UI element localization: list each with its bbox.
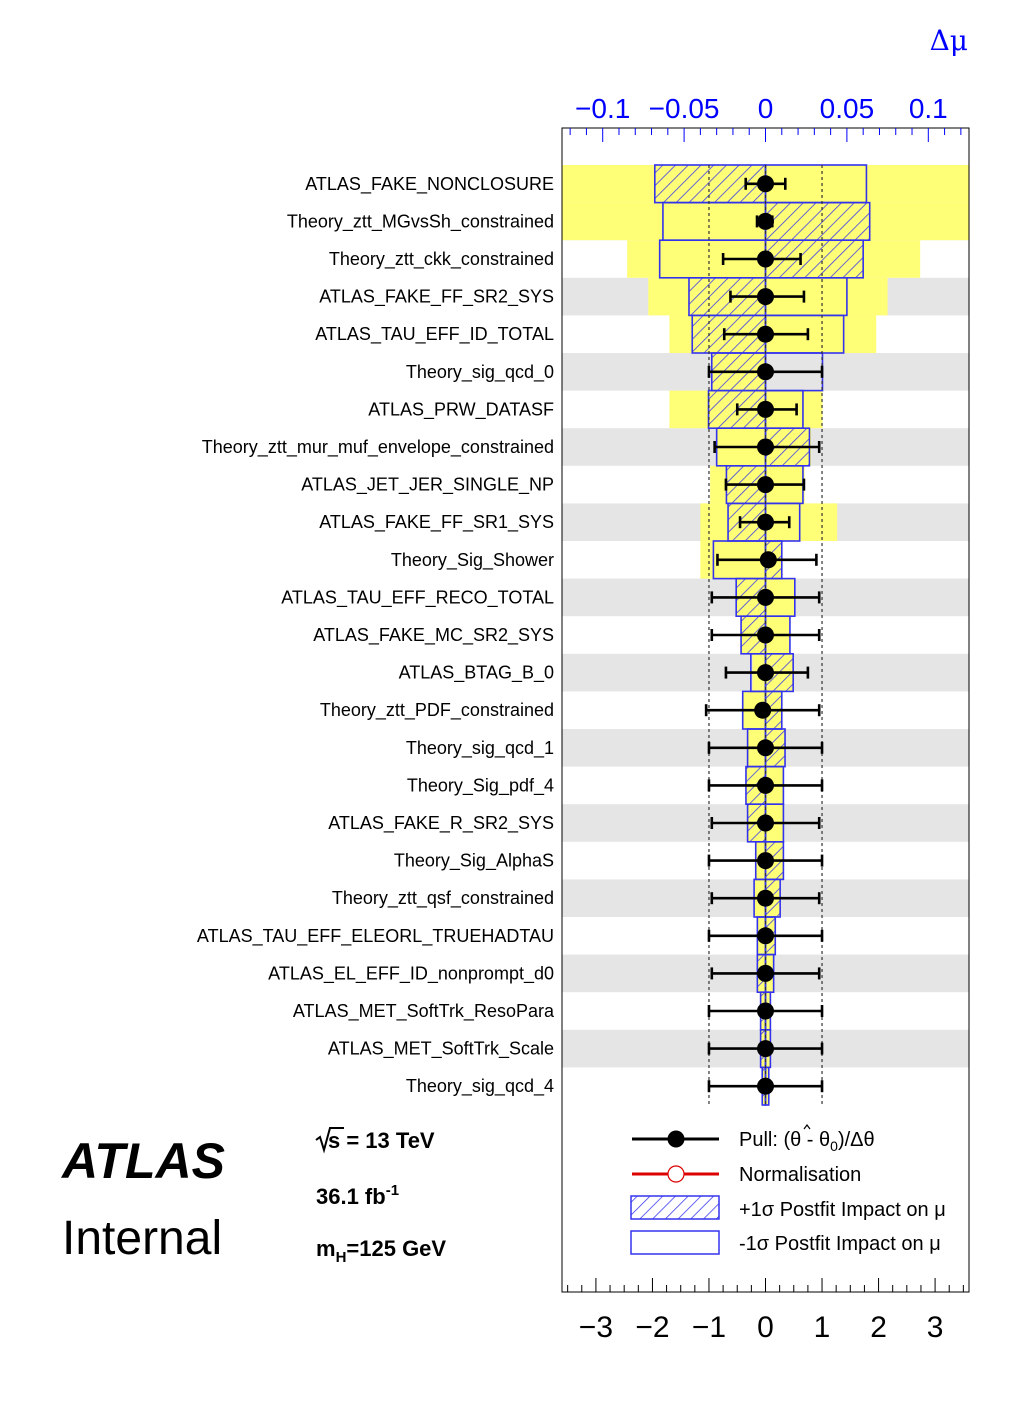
parameter-label: ATLAS_MET_SoftTrk_Scale xyxy=(328,1039,554,1060)
legend-plus-entry: +1σ Postfit Impact on μ xyxy=(630,1195,946,1221)
parameter-label: Theory_ztt_MGvsSh_constrained xyxy=(287,211,554,232)
pull-marker xyxy=(757,363,774,381)
bottom-axis-tick-label: 1 xyxy=(814,1311,831,1344)
parameter-label: Theory_ztt_ckk_constrained xyxy=(329,249,554,270)
bottom-axis-tick-label: −3 xyxy=(579,1311,613,1344)
top-axis-tick-label: 0.1 xyxy=(909,93,948,124)
lumi-label: 36.1 fb-1 xyxy=(316,1182,399,1209)
pull-marker xyxy=(757,739,774,757)
bottom-axis-tick-label: 2 xyxy=(870,1311,887,1344)
pull-marker xyxy=(757,626,774,644)
top-axis: −0.1 −0.05 0 0.05 0.1 xyxy=(569,93,962,142)
energy-label: s = 13 TeV xyxy=(315,1127,435,1154)
pull-marker xyxy=(757,400,774,418)
parameter-label: ATLAS_FAKE_MC_SR2_SYS xyxy=(313,625,554,646)
legend-minus-text: -1σ Postfit Impact on μ xyxy=(739,1233,941,1255)
parameter-label: Theory_Sig_AlphaS xyxy=(394,851,554,872)
parameter-label: Theory_sig_qcd_0 xyxy=(406,362,554,383)
top-axis-tick-label: −0.1 xyxy=(575,93,630,124)
pull-marker xyxy=(757,250,774,268)
legend-norm-entry: Normalisation xyxy=(632,1164,861,1186)
top-axis-title: Δμ xyxy=(930,24,968,57)
parameter-label: ATLAS_MET_SoftTrk_ResoPara xyxy=(293,1001,555,1022)
legend-plus-text: +1σ Postfit Impact on μ xyxy=(739,1199,946,1221)
legend-pull-entry: Pull: (θ - θ0)/Δθ xyxy=(632,1124,875,1154)
parameter-labels: ATLAS_FAKE_NONCLOSURE Theory_ztt_MGvsSh_c… xyxy=(197,174,555,1097)
parameter-label: ATLAS_TAU_EFF_RECO_TOTAL xyxy=(281,587,554,608)
pull-marker xyxy=(757,927,774,945)
bottom-axis-tick-label: −1 xyxy=(692,1311,726,1344)
parameter-label: ATLAS_FAKE_NONCLOSURE xyxy=(305,174,554,195)
parameter-label: Theory_sig_qcd_4 xyxy=(406,1076,554,1097)
pull-marker xyxy=(757,889,774,907)
mass-label: mH=125 GeV xyxy=(316,1236,446,1266)
pull-marker xyxy=(757,513,774,531)
internal-label: Internal xyxy=(62,1212,222,1265)
parameter-label: Theory_sig_qcd_1 xyxy=(406,738,554,759)
parameter-label: Theory_ztt_mur_muf_envelope_constrained xyxy=(202,437,554,458)
atlas-label: ATLAS xyxy=(60,1133,225,1189)
pull-marker xyxy=(757,664,774,682)
pull-marker xyxy=(757,476,774,494)
pull-marker xyxy=(757,438,774,456)
pull-marker xyxy=(759,551,777,569)
pull-marker xyxy=(757,852,774,870)
bottom-axis-tick-label: −2 xyxy=(635,1311,669,1344)
pull-marker xyxy=(757,588,774,606)
parameter-label: Theory_Sig_pdf_4 xyxy=(407,775,554,796)
pull-marker xyxy=(757,1077,774,1095)
legend: Pull: (θ - θ0)/Δθ Normalisation +1σ Post… xyxy=(630,1124,946,1255)
parameter-label: ATLAS_FAKE_FF_SR1_SYS xyxy=(319,512,554,533)
top-axis-tick-label: 0 xyxy=(758,93,774,124)
bottom-axis: −3 −2 −1 0 1 2 3 xyxy=(567,1278,964,1344)
pull-marker xyxy=(754,701,772,719)
parameter-label: ATLAS_BTAG_B_0 xyxy=(399,663,554,684)
legend-minus-entry: -1σ Postfit Impact on μ xyxy=(630,1230,941,1255)
parameter-label: ATLAS_FAKE_R_SR2_SYS xyxy=(328,813,554,834)
pull-marker xyxy=(757,776,774,794)
top-axis-tick-label: −0.05 xyxy=(649,93,720,124)
parameter-label: ATLAS_EL_EFF_ID_nonprompt_d0 xyxy=(268,963,554,984)
legend-pull-text: Pull: (θ - θ0)/Δθ xyxy=(739,1129,875,1154)
pull-marker xyxy=(757,1002,774,1020)
theta-hat-accent xyxy=(803,1124,811,1130)
top-axis-tick-label: 0.05 xyxy=(820,93,875,124)
bottom-axis-tick-label: 0 xyxy=(757,1311,774,1344)
sqrt-sign xyxy=(315,1127,344,1154)
pull-markers xyxy=(704,175,824,1095)
pull-marker xyxy=(757,814,774,832)
legend-norm-text: Normalisation xyxy=(739,1164,861,1186)
pull-marker xyxy=(757,964,774,982)
pull-marker xyxy=(757,325,774,343)
parameter-label: ATLAS_FAKE_FF_SR2_SYS xyxy=(319,287,554,308)
pull-marker xyxy=(757,288,774,306)
pull-marker xyxy=(757,175,774,193)
parameter-label: ATLAS_JET_JER_SINGLE_NP xyxy=(301,475,554,496)
bottom-axis-tick-label: 3 xyxy=(927,1311,944,1344)
parameter-label: ATLAS_TAU_EFF_ELEORL_TRUEHADTAU xyxy=(197,926,554,947)
parameter-label: Theory_Sig_Shower xyxy=(391,550,554,571)
parameter-label: Theory_ztt_PDF_constrained xyxy=(320,700,554,721)
energy-value: s = 13 TeV xyxy=(328,1128,435,1153)
pull-marker xyxy=(757,1040,774,1058)
parameter-label: Theory_ztt_qsf_constrained xyxy=(332,888,554,909)
parameter-label: ATLAS_TAU_EFF_ID_TOTAL xyxy=(315,324,554,345)
parameter-label: ATLAS_PRW_DATASF xyxy=(368,399,554,420)
pull-marker xyxy=(757,212,774,230)
postfit-plus-box xyxy=(764,201,871,242)
